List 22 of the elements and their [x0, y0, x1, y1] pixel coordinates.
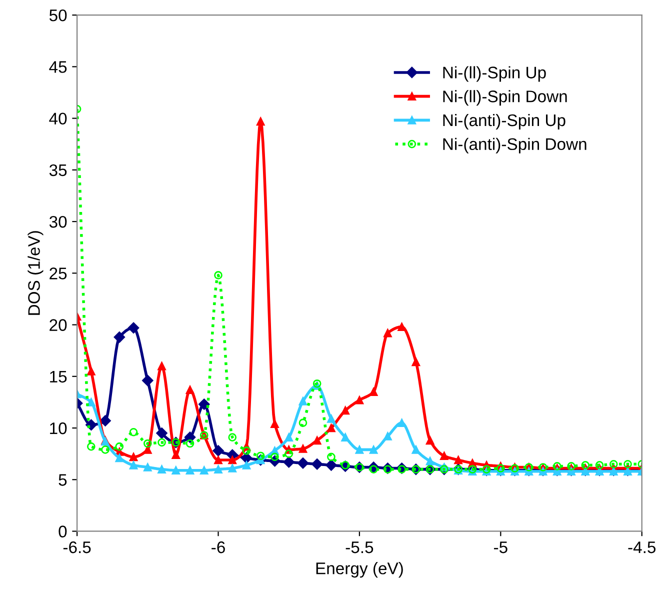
y-tick-label: 30	[49, 216, 67, 228]
x-tick-label: -5.5	[346, 542, 374, 554]
y-tick-label: 40	[49, 112, 67, 125]
y-tick-label: 25	[50, 268, 67, 280]
x-tick-label: -5	[494, 542, 508, 554]
y-tick-label: 15	[50, 370, 67, 383]
legend-label: Ni-(anti)-Spin Down	[443, 138, 586, 154]
y-tick-label: 45	[49, 61, 67, 73]
x-tick-label: -6	[212, 541, 225, 554]
y-tick-label: 35	[49, 164, 67, 176]
legend-label: Ni-(ll)-Spin Down	[443, 90, 567, 106]
y-tick-label: 20	[50, 319, 67, 331]
x-axis-title: Energy (eV)	[316, 562, 403, 578]
y-tick-label: 10	[50, 422, 67, 434]
legend-label: Ni-(anti)-Spin Up	[443, 114, 566, 130]
y-tick-label: 50	[49, 9, 67, 22]
y-tick-label: 5	[58, 474, 67, 486]
y-axis-title: DOS (1/eV)	[28, 231, 44, 315]
x-tick-label: -6.5	[63, 541, 91, 554]
legend-label: Ni-(ll)-Spin Up	[443, 66, 546, 82]
y-tick-label: 0	[58, 526, 67, 538]
x-tick-label: -4.5	[628, 542, 656, 554]
